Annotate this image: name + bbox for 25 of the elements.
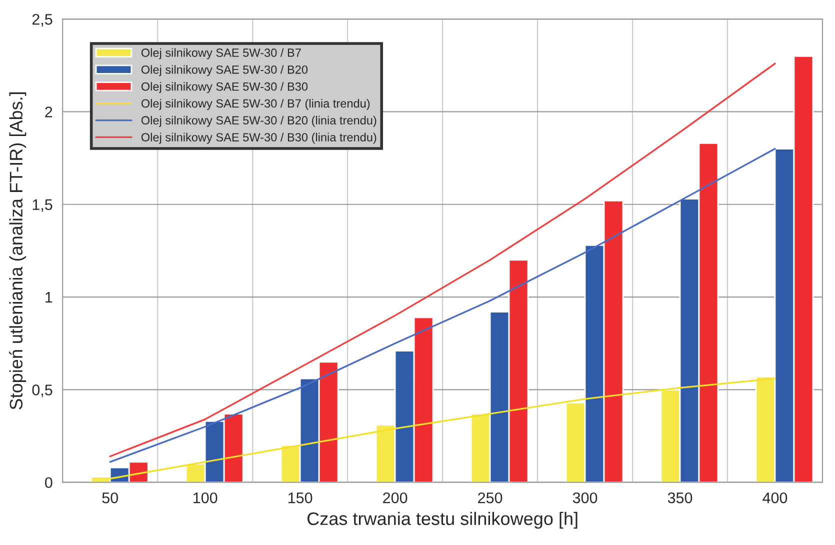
- line-series: [109, 148, 776, 463]
- line-series: [109, 62, 776, 458]
- x-tick-label: 200: [383, 492, 408, 504]
- line-series: [109, 378, 776, 480]
- x-tick-label: 50: [102, 492, 118, 504]
- y-tick-label: 1,5: [32, 199, 52, 212]
- legend-label: Olej silnikowy SAE 5W-30 / B20: [141, 65, 308, 76]
- legend-label: Olej silnikowy SAE 5W-30 / B30 (linia trendu): [141, 132, 376, 144]
- legend-label: Olej silnikowy SAE 5W-30 / B20 (linia trendu): [141, 116, 376, 127]
- x-tick-label: 150: [288, 492, 312, 504]
- y-axis-title: Stopień utleniania (analiza FT-IR) [Abs.]: [9, 92, 26, 410]
- y-tick-label: 2,5: [32, 14, 52, 27]
- x-tick-label: 350: [668, 492, 692, 504]
- x-tick-label: 100: [194, 492, 218, 504]
- x-tick-label: 250: [478, 492, 502, 504]
- x-tick-label: 300: [572, 492, 598, 504]
- x-tick-label: 400: [762, 492, 788, 504]
- legend-label: Olej silnikowy SAE 5W-30 / B30: [141, 82, 308, 94]
- legend-label: Olej silnikowy SAE 5W-30 / B7: [141, 48, 301, 60]
- y-tick-label: 0: [45, 477, 52, 488]
- legend-label: Olej silnikowy SAE 5W-30 / B7 (linia trendu): [141, 98, 370, 110]
- y-tick-label: 2: [45, 106, 52, 118]
- y-tick-label: 1: [46, 292, 52, 303]
- y-tick-label: 0,5: [32, 384, 52, 398]
- x-axis-title: Czas trwania testu silnikowego [h]: [307, 512, 578, 529]
